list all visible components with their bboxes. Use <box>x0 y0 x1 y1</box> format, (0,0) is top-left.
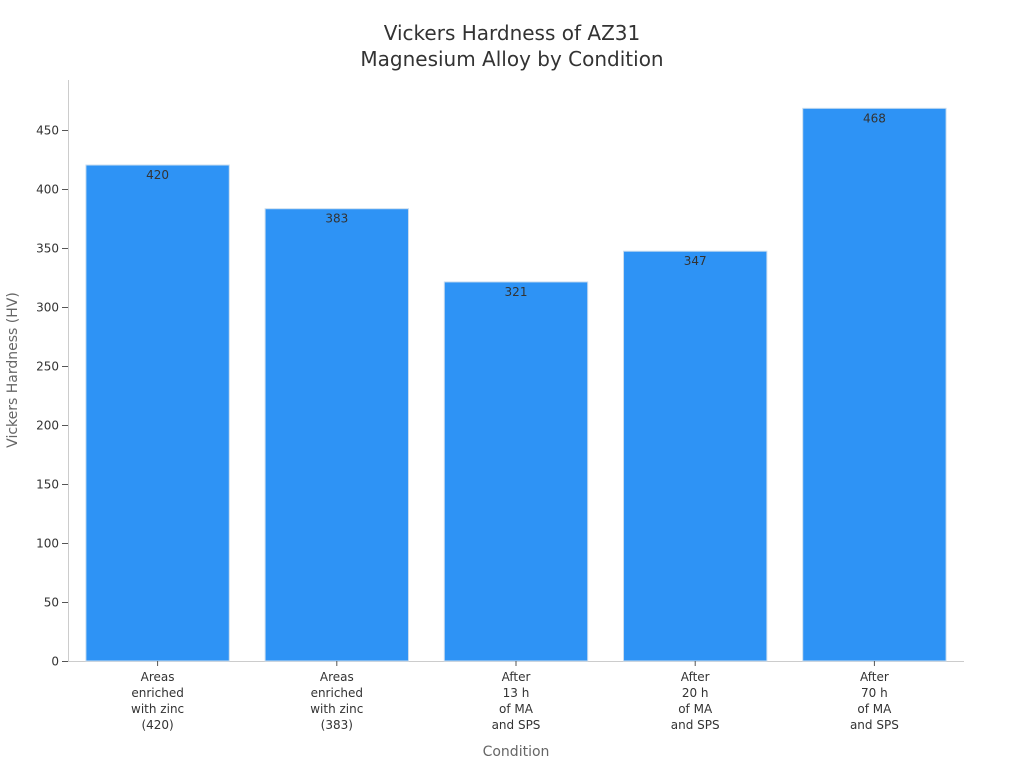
x-tick-label-line: and SPS <box>671 718 720 732</box>
x-tick-label: After 20 h of MA and SPS <box>671 670 720 732</box>
chart-title-line-2: Magnesium Alloy by Condition <box>360 47 663 71</box>
x-tick-label-line: After <box>681 670 710 684</box>
x-tick-label-line: 13 h <box>503 686 530 700</box>
y-tick-label: 450 <box>36 124 59 138</box>
x-tick-label-line: and SPS <box>492 718 541 732</box>
x-tick-label-line: enriched <box>311 686 363 700</box>
y-tick-label: 50 <box>44 596 59 610</box>
bar <box>264 208 409 662</box>
y-tick-label: 350 <box>36 242 59 256</box>
bar <box>443 281 589 662</box>
bars: 420 383 321 347 468 <box>85 107 947 662</box>
y-tick-label: 200 <box>36 419 59 433</box>
chart-title-line-1: Vickers Hardness of AZ31 <box>384 21 640 45</box>
y-axis-label: Vickers Hardness (HV) <box>5 292 21 448</box>
x-tick-label: After 13 h of MA and SPS <box>492 670 541 732</box>
bar <box>623 250 768 662</box>
x-tick-label-line: and SPS <box>850 718 899 732</box>
x-tick-label-line: with zinc <box>131 702 184 716</box>
x-tick-label-line: 20 h <box>682 686 709 700</box>
x-tick-label-line: of MA <box>499 702 534 716</box>
x-tick-label: Areas enriched with zinc (420) <box>131 670 184 732</box>
x-axis-label: Condition <box>483 744 550 760</box>
x-tick-label-line: After <box>502 670 531 684</box>
y-tick-label: 300 <box>36 301 59 315</box>
bar-value-label: 347 <box>684 254 707 268</box>
y-tick-label: 150 <box>36 478 59 492</box>
x-tick-label-line: of MA <box>857 702 892 716</box>
bar-value-label: 321 <box>505 285 528 299</box>
x-tick-label: After 70 h of MA and SPS <box>850 670 899 732</box>
x-axis-tick-labels: Areas enriched with zinc (420) Areas enriched… <box>131 661 899 732</box>
y-tick-label: 0 <box>51 655 59 669</box>
bar-value-label: 468 <box>863 111 886 125</box>
x-tick-label: Areas enriched with zinc (383) <box>310 670 363 732</box>
y-tick-label: 400 <box>36 183 59 197</box>
y-axis-ticks: 0 50 100 150 200 250 300 350 400 450 <box>36 124 68 669</box>
bar-value-label: 420 <box>146 168 169 182</box>
x-tick-label-line: with zinc <box>310 702 363 716</box>
x-tick-label-line: 70 h <box>861 686 888 700</box>
bar-value-label: 383 <box>325 212 348 226</box>
x-tick-label-line: of MA <box>678 702 713 716</box>
y-tick-label: 250 <box>36 360 59 374</box>
y-tick-label: 100 <box>36 537 59 551</box>
x-tick-label-line: Areas <box>320 670 354 684</box>
x-tick-label-line: (420) <box>141 718 173 732</box>
bar <box>85 164 230 662</box>
x-tick-label-line: Areas <box>141 670 175 684</box>
x-tick-label-line: After <box>860 670 889 684</box>
x-tick-label-line: enriched <box>131 686 183 700</box>
x-tick-label-line: (383) <box>321 718 353 732</box>
bar <box>802 107 947 662</box>
